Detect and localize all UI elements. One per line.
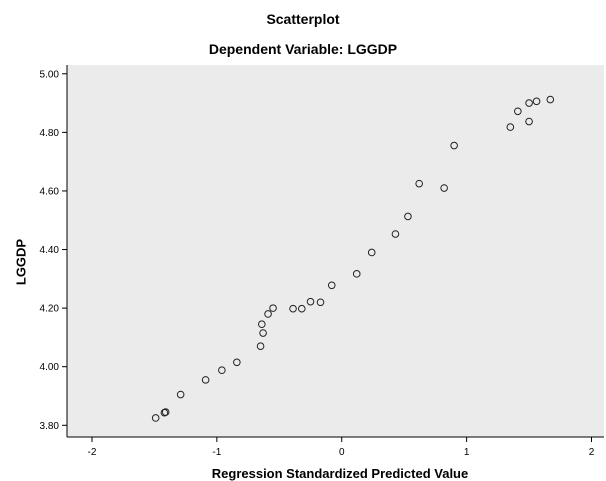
data-point [316,298,325,307]
data-point [256,342,265,350]
data-point [514,107,522,116]
x-tick-label: 0 [339,447,345,458]
data-point [269,304,277,312]
plot-area [67,65,604,437]
x-axis-label: Regression Standardized Predicted Value [211,466,469,481]
data-point [450,141,458,150]
data-point [404,212,412,221]
y-tick-label: 4.60 [40,186,60,197]
data-point [259,329,267,337]
x-tick-label: -1 [212,447,221,458]
data-point [525,99,533,107]
data-point [327,281,336,290]
y-tick-label: 4.80 [40,128,60,139]
data-point [546,95,555,104]
data-point [391,230,400,238]
data-point [306,297,315,306]
data-point [297,304,306,313]
data-point [440,184,448,192]
data-point [525,117,533,126]
data-point [201,376,210,384]
data-point [151,414,160,422]
data-point [176,390,185,399]
data-point [532,97,541,106]
data-point [415,179,423,188]
data-point [352,270,361,278]
x-tick-label: -2 [88,447,97,458]
y-tick-label: 4.20 [40,304,60,315]
data-point [218,366,226,375]
data-point [289,304,297,313]
chart-subtitle: Dependent Variable: LGGDP [208,41,398,57]
chart-title: Scatterplot [266,11,340,27]
y-tick-label: 3.80 [40,421,60,432]
data-point [161,408,170,416]
y-tick-label: 4.40 [40,245,60,256]
x-tick-label: 1 [464,447,470,458]
y-tick-label: 4.00 [40,362,60,373]
x-tick-label: 2 [589,447,595,458]
data-point [506,123,515,131]
y-tick-label: 5.00 [40,69,60,80]
data-point [367,248,376,257]
data-point [258,320,266,329]
data-point [233,358,241,367]
data-point [264,310,272,318]
